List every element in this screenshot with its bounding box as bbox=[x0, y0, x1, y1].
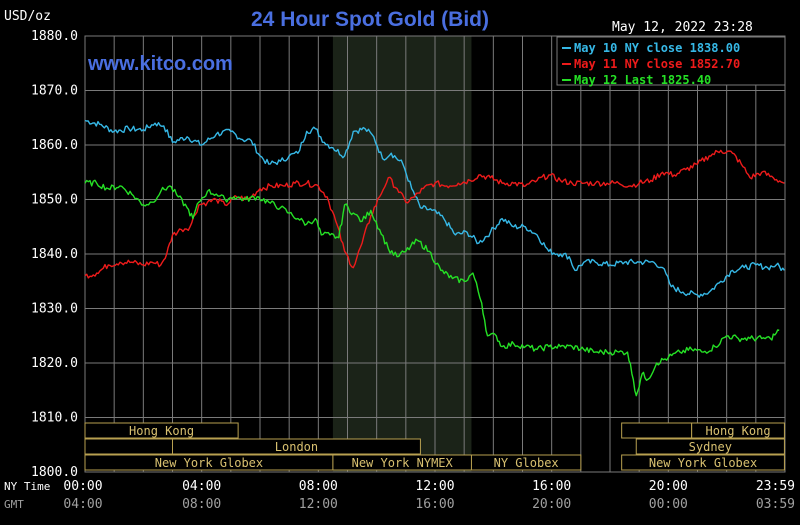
x-tick-label: 12:00 bbox=[299, 497, 338, 512]
legend-box bbox=[556, 36, 786, 86]
y-tick-label: 1800.0 bbox=[31, 465, 78, 480]
session-box bbox=[84, 422, 239, 439]
session-label: Hong Kong bbox=[706, 424, 771, 438]
legend-entry: May 11 NY close 1852.70 bbox=[574, 57, 740, 71]
session-box bbox=[470, 454, 582, 471]
session-box bbox=[635, 438, 785, 455]
timestamp-label: May 12, 2022 23:28 bbox=[612, 20, 753, 35]
x-tick-label: 16:00 bbox=[415, 497, 454, 512]
session-label: New York NYMEX bbox=[352, 456, 454, 470]
session-box bbox=[691, 422, 785, 439]
series-line-may12 bbox=[84, 179, 780, 397]
x-tick-label: 03:59 bbox=[756, 497, 795, 512]
y-tick-label: 1870.0 bbox=[31, 84, 78, 99]
x-tick-label: 04:00 bbox=[182, 479, 221, 494]
session-label: NY Globex bbox=[494, 456, 559, 470]
session-box bbox=[84, 438, 173, 455]
x-tick-label: 16:00 bbox=[532, 479, 571, 494]
series-line-may11 bbox=[84, 149, 785, 279]
session-box bbox=[621, 422, 693, 439]
x-tick-label: 08:00 bbox=[299, 479, 338, 494]
session-label: New York Globex bbox=[649, 456, 757, 470]
chart-title: 24 Hour Spot Gold (Bid) bbox=[251, 8, 489, 31]
x-row-label: GMT bbox=[4, 498, 24, 511]
session-label: Sydney bbox=[689, 440, 732, 454]
x-tick-label: 00:00 bbox=[63, 479, 102, 494]
y-tick-label: 1850.0 bbox=[31, 193, 78, 208]
session-label: Hong Kong bbox=[129, 424, 194, 438]
x-tick-label: 00:00 bbox=[649, 497, 688, 512]
x-tick-label: 12:00 bbox=[415, 479, 454, 494]
legend-entry: May 12 Last 1825.40 bbox=[574, 73, 711, 87]
website-watermark: www.kitco.com bbox=[87, 53, 233, 75]
y-unit-label: USD/oz bbox=[4, 9, 51, 24]
y-tick-label: 1820.0 bbox=[31, 356, 78, 371]
session-label: London bbox=[275, 440, 318, 454]
series-line-may10 bbox=[84, 119, 785, 298]
x-tick-label: 04:00 bbox=[63, 497, 102, 512]
session-label: New York Globex bbox=[155, 456, 263, 470]
plot-frame bbox=[84, 35, 786, 473]
y-tick-label: 1880.0 bbox=[31, 29, 78, 44]
x-tick-label: 20:00 bbox=[649, 479, 688, 494]
y-tick-label: 1840.0 bbox=[31, 247, 78, 262]
x-tick-label: 20:00 bbox=[532, 497, 571, 512]
session-box bbox=[621, 454, 785, 471]
legend-entry: May 10 NY close 1838.00 bbox=[574, 41, 740, 55]
y-tick-label: 1810.0 bbox=[31, 411, 78, 426]
y-tick-label: 1830.0 bbox=[31, 302, 78, 317]
x-tick-label: 08:00 bbox=[182, 497, 221, 512]
y-tick-label: 1860.0 bbox=[31, 138, 78, 153]
x-tick-label: 23:59 bbox=[756, 479, 795, 494]
session-box bbox=[172, 438, 421, 455]
x-row-label: NY Time bbox=[4, 480, 50, 493]
